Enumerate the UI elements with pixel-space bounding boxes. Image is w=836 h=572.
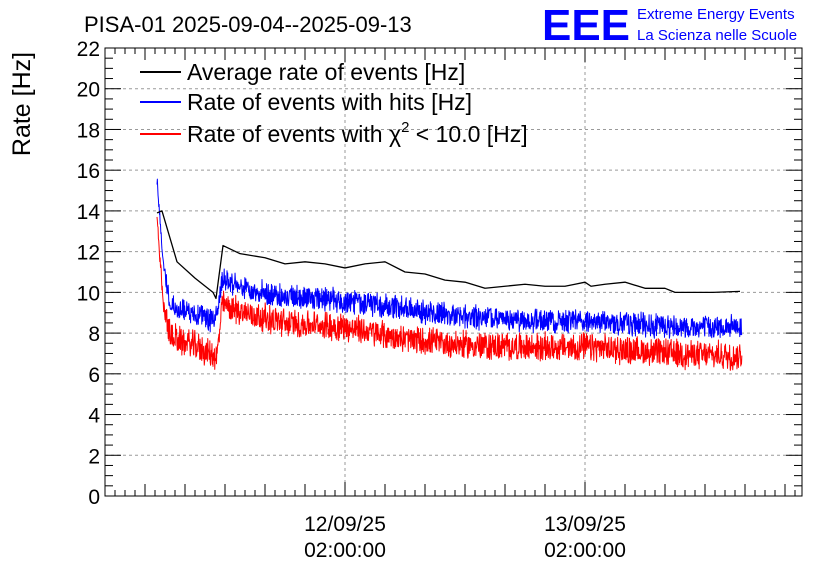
y-tick-label: 18 xyxy=(77,119,100,142)
logo-subtitle-line2: La Scienza nelle Scuole xyxy=(637,27,797,44)
y-tick-label: 10 xyxy=(77,282,100,305)
legend-entry-label: Rate of events with hits [Hz] xyxy=(187,89,472,115)
x-tick-date-label: 13/09/25 xyxy=(544,513,626,536)
y-axis-label: Rate [Hz] xyxy=(8,52,36,156)
axis-ticks xyxy=(104,47,802,497)
series-line-average xyxy=(156,210,741,300)
y-tick-label: 16 xyxy=(77,160,100,183)
y-tick-label: 20 xyxy=(77,79,100,102)
y-tick-label: 12 xyxy=(77,242,100,265)
chart-title: PISA-01 2025-09-04--2025-09-13 xyxy=(84,12,412,37)
data-series xyxy=(156,178,743,371)
y-tick-label: 0 xyxy=(88,486,100,509)
eee-logo-text: EEE xyxy=(542,1,630,50)
logo-subtitle-line1: Extreme Energy Events xyxy=(637,6,795,23)
y-tick-labels: 0 2 4 6 8 10 12 14 16 18 20 22 xyxy=(77,38,101,509)
y-tick-label: 4 xyxy=(88,405,100,428)
x-tick-time-label: 02:00:00 xyxy=(304,539,386,562)
legend: Average rate of events [Hz] Rate of event… xyxy=(140,59,528,147)
grid-lines xyxy=(105,48,802,496)
legend-entry-label: Rate of events with χ2 < 10.0 [Hz] xyxy=(187,119,528,147)
series-line-chi2 xyxy=(156,216,743,371)
y-tick-label: 8 xyxy=(88,323,100,346)
x-tick-labels: 12/09/25 02:00:00 13/09/25 02:00:00 xyxy=(304,513,626,562)
y-tick-label: 2 xyxy=(88,445,100,468)
y-tick-label: 22 xyxy=(77,38,100,61)
x-tick-time-label: 02:00:00 xyxy=(544,539,626,562)
y-tick-label: 6 xyxy=(88,364,100,387)
eee-logo: EEE Extreme Energy Events La Scienza nel… xyxy=(542,1,797,50)
x-tick-date-label: 12/09/25 xyxy=(304,513,386,536)
series-line-hits xyxy=(156,178,743,339)
legend-entry-label: Average rate of events [Hz] xyxy=(187,59,465,85)
y-tick-label: 14 xyxy=(77,201,101,224)
plot-frame xyxy=(104,47,803,497)
